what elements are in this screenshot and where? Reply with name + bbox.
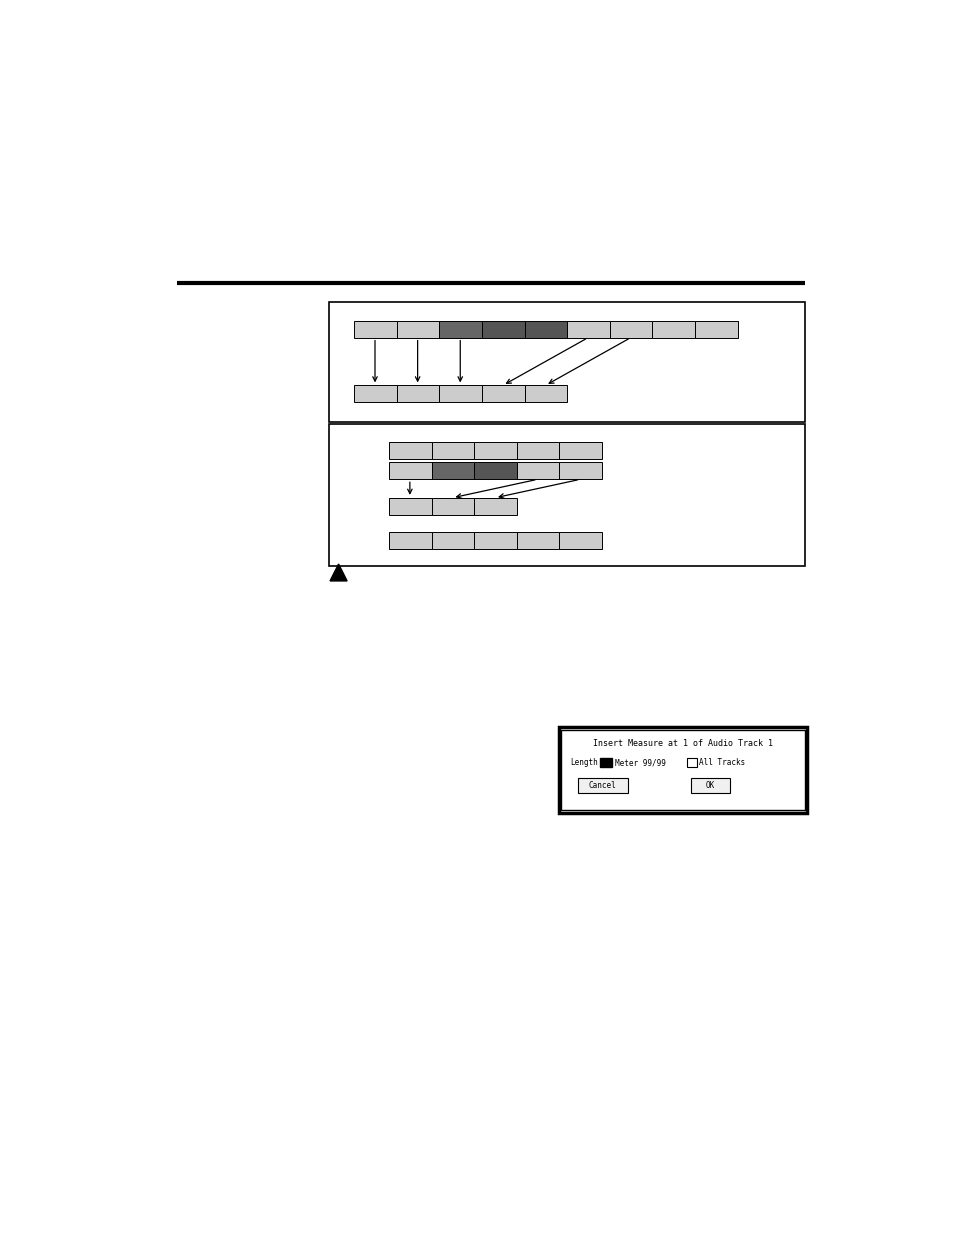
Bar <box>474 442 517 459</box>
Text: Length: Length <box>570 758 598 767</box>
Polygon shape <box>330 564 347 580</box>
Bar <box>560 730 804 810</box>
Bar <box>431 531 474 548</box>
Bar <box>609 321 652 337</box>
Bar <box>517 442 558 459</box>
Bar <box>439 321 481 337</box>
Text: OK: OK <box>705 782 715 790</box>
Text: Meter 99/99: Meter 99/99 <box>615 758 665 767</box>
Bar <box>396 385 439 403</box>
Bar <box>328 424 804 567</box>
Bar <box>686 758 696 767</box>
Bar <box>567 321 609 337</box>
Bar <box>474 531 517 548</box>
Bar <box>517 462 558 479</box>
Bar <box>354 385 396 403</box>
Bar <box>599 758 612 767</box>
Bar <box>328 303 804 421</box>
Bar <box>431 498 474 515</box>
Bar <box>652 321 695 337</box>
Text: All Tracks: All Tracks <box>699 758 744 767</box>
Bar <box>481 321 524 337</box>
Bar <box>558 462 601 479</box>
Bar <box>524 385 567 403</box>
Bar <box>517 531 558 548</box>
Bar <box>389 531 431 548</box>
Bar <box>431 442 474 459</box>
Bar <box>558 726 806 814</box>
Bar <box>354 321 396 337</box>
Text: Cancel: Cancel <box>588 782 616 790</box>
Bar <box>524 321 567 337</box>
Bar <box>396 321 439 337</box>
Bar <box>431 462 474 479</box>
Bar <box>389 462 431 479</box>
Bar <box>389 498 431 515</box>
Bar <box>691 778 729 793</box>
Bar <box>558 531 601 548</box>
Bar <box>389 442 431 459</box>
Bar <box>481 385 524 403</box>
Bar <box>474 462 517 479</box>
Bar <box>578 778 628 793</box>
Bar <box>558 442 601 459</box>
Bar <box>439 385 481 403</box>
Text: Insert Measure at 1 of Audio Track 1: Insert Measure at 1 of Audio Track 1 <box>592 739 772 748</box>
Bar <box>695 321 737 337</box>
Bar <box>474 498 517 515</box>
